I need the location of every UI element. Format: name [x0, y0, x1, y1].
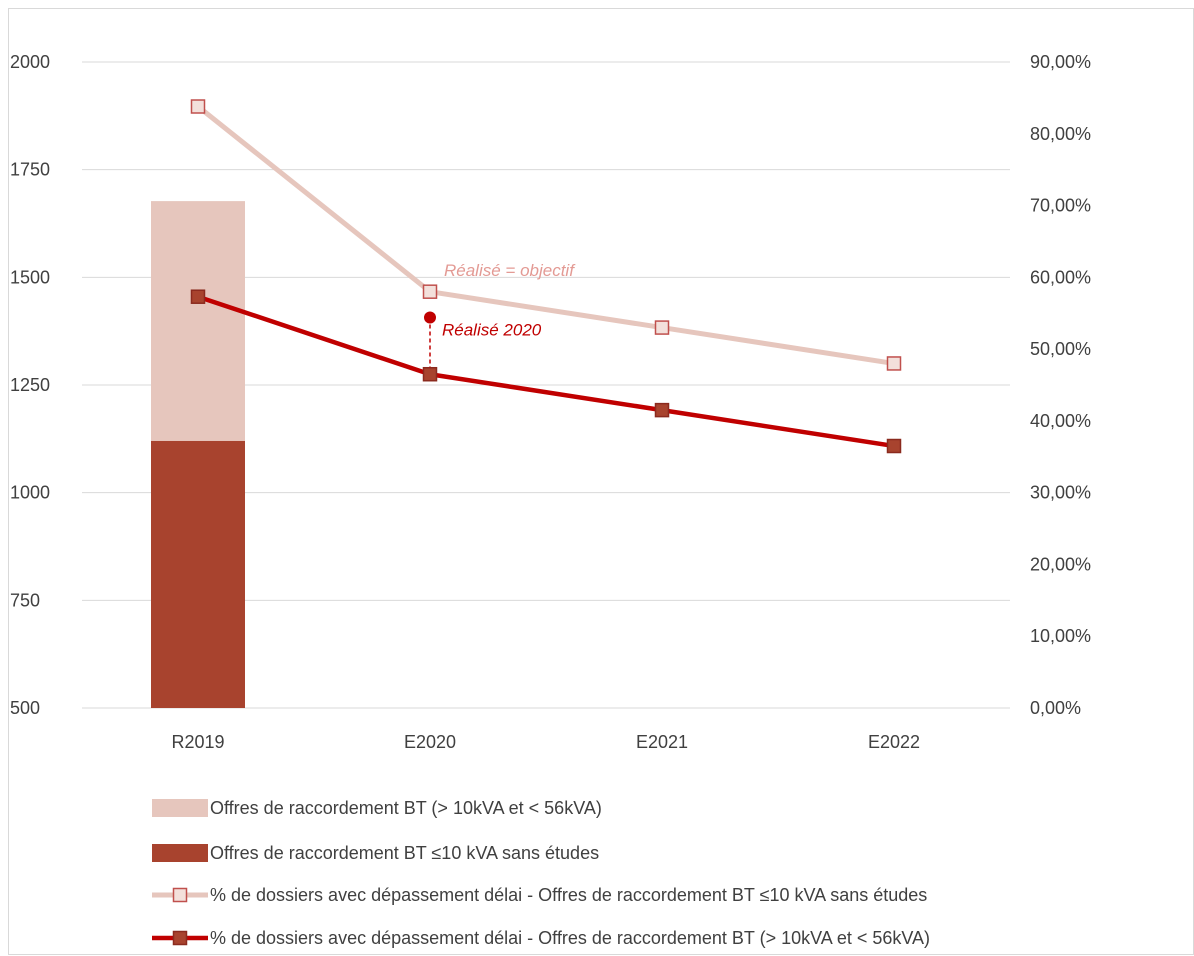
series-marker-pct-10-56kva: [190, 289, 206, 304]
y-left-tick-label: 1750: [10, 160, 50, 180]
y-right-tick-label: 60,00%: [1030, 267, 1091, 287]
y-left-tick-label: 1000: [10, 483, 50, 503]
legend-swatch-bar: [152, 844, 208, 862]
series-marker-pct-10-56kva: [886, 438, 902, 454]
x-tick-label: E2022: [868, 732, 920, 752]
legend-label: % de dossiers avec dépassement délai - O…: [210, 928, 930, 948]
y-right-tick-label: 20,00%: [1030, 554, 1091, 574]
annotation-realise-objectif: Réalisé = objectif: [444, 261, 576, 280]
y-right-tick-label: 40,00%: [1030, 411, 1091, 431]
series-marker-pct-10-56kva: [422, 366, 438, 382]
y-left-tick-label: 1250: [10, 375, 50, 395]
y-right-tick-label: 80,00%: [1030, 124, 1091, 144]
y-left-tick-label: 1500: [10, 267, 50, 287]
y-left-tick-label: 2000: [10, 52, 50, 72]
bar-bt-le10kva: [151, 440, 245, 708]
y-left-tick-label: 750: [10, 590, 40, 610]
legend-swatch-marker: [172, 930, 188, 946]
legend-label: Offres de raccordement BT (> 10kVA et < …: [210, 798, 602, 818]
x-tick-label: E2021: [636, 732, 688, 752]
annotation-point-realise-2020: [424, 311, 436, 324]
x-tick-label: E2020: [404, 732, 456, 752]
x-tick-label: R2019: [171, 732, 224, 752]
series-line-pct-10-56kva: [197, 294, 895, 449]
series-marker-pct-le10kva: [190, 99, 206, 114]
series-marker-pct-le10kva: [422, 284, 438, 299]
legend-label: % de dossiers avec dépassement délai - O…: [210, 885, 927, 905]
series-marker-pct-le10kva: [886, 356, 902, 371]
y-right-tick-label: 50,00%: [1030, 339, 1091, 359]
legend-label: Offres de raccordement BT ≤10 kVA sans é…: [210, 843, 599, 863]
series-line-pct-le10kva: [196, 104, 895, 366]
series-marker-pct-le10kva: [654, 320, 670, 335]
y-right-tick-label: 90,00%: [1030, 52, 1091, 72]
legend-swatch-bar: [152, 799, 208, 817]
y-right-tick-label: 70,00%: [1030, 196, 1091, 216]
y-right-tick-label: 10,00%: [1030, 626, 1091, 646]
series-marker-pct-10-56kva: [654, 402, 670, 418]
legend-swatch-marker: [172, 887, 188, 903]
annotation-realise-2020: Réalisé 2020: [442, 321, 542, 340]
y-right-tick-label: 30,00%: [1030, 483, 1091, 503]
y-left-tick-label: 500: [10, 698, 40, 718]
y-right-tick-label: 0,00%: [1030, 698, 1081, 718]
